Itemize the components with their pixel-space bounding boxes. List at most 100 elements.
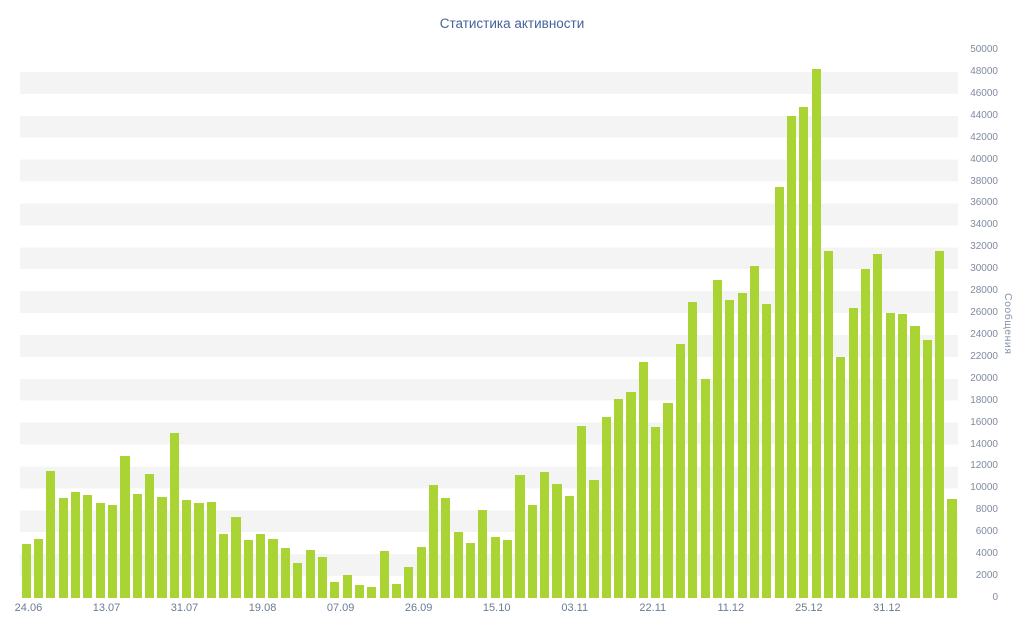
bar[interactable]	[922, 340, 932, 598]
x-tick-label: 11.12	[717, 602, 745, 614]
x-tick-label: 31.07	[170, 602, 199, 614]
bar[interactable]	[885, 313, 895, 598]
bar[interactable]	[465, 543, 476, 598]
bar[interactable]	[391, 583, 402, 598]
bar[interactable]	[589, 479, 599, 598]
bar[interactable]	[910, 326, 920, 598]
bar[interactable]	[330, 581, 340, 598]
y-axis-title-wrap: Сообщения	[1002, 50, 1014, 598]
bar[interactable]	[675, 343, 685, 598]
x-tick-label: 22.11	[639, 602, 667, 614]
bar[interactable]	[46, 470, 56, 598]
bar[interactable]	[231, 516, 241, 598]
x-tick-label: 07.09	[326, 602, 355, 614]
bar[interactable]	[712, 280, 722, 598]
bar[interactable]	[145, 474, 155, 598]
bar[interactable]	[638, 362, 648, 598]
bar[interactable]	[552, 484, 562, 598]
x-tick-label: 13.07	[92, 602, 121, 614]
bar[interactable]	[490, 536, 500, 598]
bar[interactable]	[898, 314, 908, 598]
bar[interactable]	[947, 499, 957, 598]
bar[interactable]	[21, 544, 31, 598]
y-tick-label: 0	[992, 592, 998, 603]
bar[interactable]	[108, 504, 118, 598]
y-tick-label: 48000	[970, 65, 998, 77]
bar[interactable]	[601, 417, 611, 598]
bar[interactable]	[527, 504, 537, 598]
x-tick-label: 15.10	[482, 602, 511, 614]
bar[interactable]	[268, 538, 278, 598]
bar[interactable]	[194, 502, 204, 598]
bar[interactable]	[404, 567, 414, 598]
bar[interactable]	[626, 391, 636, 598]
bar[interactable]	[83, 494, 93, 598]
bar[interactable]	[848, 307, 858, 598]
bar[interactable]	[317, 557, 327, 598]
bar[interactable]	[441, 498, 451, 598]
y-tick-label: 8000	[975, 504, 998, 516]
bar[interactable]	[354, 584, 365, 598]
bar[interactable]	[688, 302, 698, 598]
bar[interactable]	[256, 534, 266, 598]
bar[interactable]	[157, 497, 167, 598]
bar[interactable]	[935, 250, 945, 598]
bar[interactable]	[774, 187, 784, 598]
y-tick-label: 46000	[970, 87, 998, 99]
chart-title: Статистика активности	[439, 16, 585, 31]
y-tick-label: 26000	[970, 307, 998, 319]
y-axis-title: Сообщения	[1002, 293, 1014, 355]
bar[interactable]	[379, 550, 389, 598]
bar[interactable]	[132, 493, 142, 598]
x-tick-label: 26.09	[404, 602, 433, 614]
bar[interactable]	[651, 427, 661, 598]
bar[interactable]	[58, 498, 68, 598]
y-tick-label: 34000	[970, 219, 998, 231]
bar[interactable]	[453, 532, 463, 598]
bar[interactable]	[811, 68, 821, 598]
bar[interactable]	[860, 269, 871, 598]
bar[interactable]	[280, 547, 290, 598]
bar[interactable]	[120, 455, 130, 598]
bar[interactable]	[700, 378, 710, 598]
bar[interactable]	[70, 491, 81, 598]
bar[interactable]	[478, 510, 488, 598]
bar[interactable]	[836, 356, 846, 598]
bar[interactable]	[293, 562, 303, 598]
y-axis: 0 2000 4000 6000 8000 10000 12000 14000 16000 180…	[960, 45, 998, 603]
bar[interactable]	[206, 501, 216, 598]
bar[interactable]	[342, 574, 352, 598]
y-tick-label: 14000	[970, 438, 998, 450]
bar[interactable]	[749, 265, 760, 598]
bar[interactable]	[33, 538, 44, 598]
bar[interactable]	[182, 500, 192, 598]
bar[interactable]	[515, 475, 525, 598]
bar[interactable]	[367, 587, 377, 598]
bar[interactable]	[614, 398, 624, 598]
bar[interactable]	[219, 534, 229, 598]
bar[interactable]	[95, 502, 105, 598]
bar[interactable]	[663, 402, 673, 598]
bar[interactable]	[873, 253, 883, 598]
x-axis: 24.06 13.07 31.07 19.08 07.09 26.09 15.10 03.11…	[15, 602, 958, 622]
y-tick-label: 42000	[970, 131, 998, 143]
bar[interactable]	[823, 250, 834, 598]
bar[interactable]	[564, 496, 574, 598]
bar[interactable]	[540, 471, 550, 598]
bar[interactable]	[305, 549, 315, 598]
bar[interactable]	[725, 299, 735, 598]
y-tick-label: 50000	[970, 44, 998, 55]
bar[interactable]	[428, 485, 439, 598]
y-tick-label: 44000	[970, 109, 998, 121]
bar[interactable]	[416, 546, 426, 598]
bar[interactable]	[737, 293, 747, 598]
y-tick-label: 32000	[970, 241, 998, 253]
y-tick-label: 12000	[970, 460, 998, 472]
bar[interactable]	[799, 107, 809, 598]
bar[interactable]	[243, 539, 253, 598]
bar[interactable]	[503, 539, 513, 598]
bar[interactable]	[577, 425, 587, 598]
bar[interactable]	[762, 304, 772, 598]
bar[interactable]	[786, 115, 797, 598]
bar[interactable]	[169, 432, 179, 598]
